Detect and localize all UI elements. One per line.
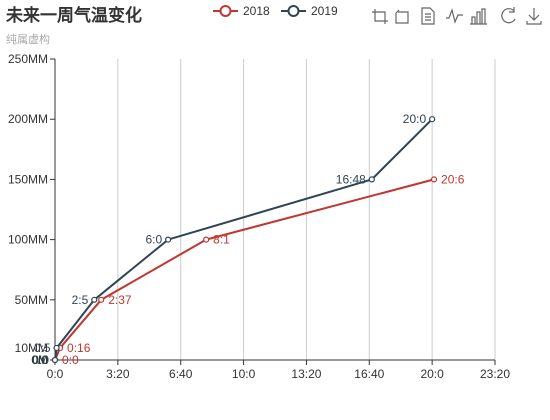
- data-label: 2:37: [108, 293, 132, 307]
- y-tick-label: 200MM: [8, 112, 48, 126]
- data-label: 20:0: [403, 112, 427, 126]
- data-label: 2:5: [72, 293, 89, 307]
- y-tick-label: 0M: [31, 353, 48, 367]
- x-tick-label: 20:0: [420, 367, 444, 381]
- data-point[interactable]: [368, 176, 375, 183]
- chart-subtitle: 纯属虚构: [6, 32, 50, 46]
- y-tick-label-overlap: 10MM: [15, 341, 48, 355]
- axes: 0:0 3:20 6:40 10:0 13:20 16:40 20:0 23:20 0M 50MM…: [8, 52, 510, 381]
- data-point[interactable]: [91, 296, 98, 303]
- line-chart-icon[interactable]: [444, 6, 466, 28]
- data-label: 20:6: [441, 172, 465, 186]
- x-tick-label: 13:20: [291, 367, 321, 381]
- data-point[interactable]: [203, 236, 210, 243]
- data-label: 0:0: [32, 353, 49, 367]
- legend-label-2019: 2019: [311, 4, 338, 18]
- data-point[interactable]: [165, 236, 172, 243]
- data-point[interactable]: [430, 176, 438, 183]
- data-label: 16:48: [336, 172, 366, 186]
- data-label: 8:1: [213, 233, 230, 247]
- data-point[interactable]: [429, 116, 436, 123]
- y-tick-label: 250MM: [8, 52, 48, 66]
- toolbox: [369, 6, 546, 28]
- data-point[interactable]: [51, 356, 59, 364]
- save-image-icon[interactable]: [524, 6, 546, 28]
- data-point[interactable]: [53, 344, 60, 352]
- data-view-icon[interactable]: [419, 6, 441, 28]
- restore-icon[interactable]: [496, 6, 518, 28]
- data-point[interactable]: [98, 296, 105, 303]
- data-zoom-reset-icon[interactable]: [394, 6, 416, 28]
- x-tick-label: 0:0: [47, 367, 64, 381]
- y-tick-label-overlap: 0/0: [31, 353, 48, 367]
- series-line-2018: [54, 178, 435, 361]
- legend-item-2019[interactable]: 2019: [281, 4, 338, 18]
- legend-item-2018[interactable]: 2018: [213, 4, 270, 18]
- y-tick-label: 50MM: [15, 293, 48, 307]
- x-tick-label: 23:20: [480, 367, 510, 381]
- grid-lines: [117, 59, 496, 360]
- data-label: 0:5: [34, 341, 51, 355]
- data-zoom-icon[interactable]: [369, 6, 391, 28]
- series-2018: 0:00:16 2:37 8:1 20:6: [51, 172, 465, 367]
- x-tick-label: 6:40: [169, 367, 193, 381]
- legend: 2018 2019: [213, 4, 338, 18]
- y-tick-label: 100MM: [8, 233, 48, 247]
- x-tick-label: 16:40: [354, 367, 384, 381]
- x-tick-label: 10:0: [232, 367, 256, 381]
- chart-title: 未来一周气温变化: [5, 5, 142, 25]
- legend-label-2018: 2018: [243, 4, 270, 18]
- y-tick-label: 150MM: [8, 172, 48, 186]
- data-label: 0:0: [62, 353, 79, 367]
- data-label: 6:0: [145, 233, 162, 247]
- x-tick-label: 3:20: [106, 367, 130, 381]
- bar-chart-icon[interactable]: [469, 6, 491, 28]
- data-label: 0:16: [67, 341, 91, 355]
